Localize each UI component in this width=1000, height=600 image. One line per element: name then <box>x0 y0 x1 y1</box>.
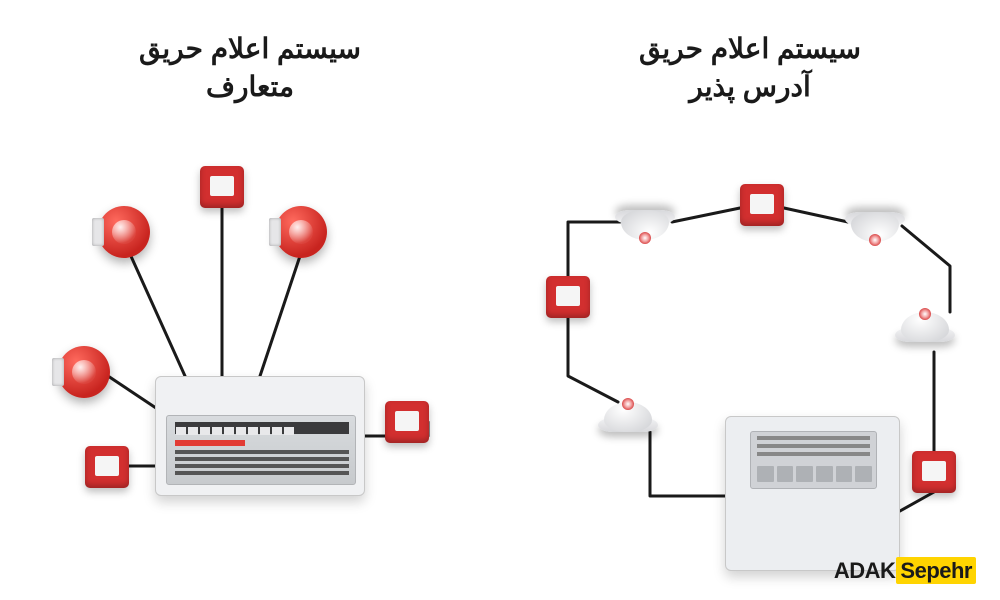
sounder-device <box>58 346 110 398</box>
call-point-device <box>85 446 129 488</box>
addressable-title: سیستم اعلام حریق آدرس پذیر <box>500 0 1000 106</box>
call-point-device <box>546 276 590 318</box>
smoke-detector-device <box>895 306 955 356</box>
conventional-panel <box>155 376 365 496</box>
conventional-title-line2: متعارف <box>0 68 500 106</box>
addressable-diagram <box>500 116 1000 546</box>
call-point-device <box>740 184 784 226</box>
addressable-title-line2: آدرس پذیر <box>500 68 1000 106</box>
addressable-title-line1: سیستم اعلام حریق <box>500 30 1000 68</box>
sounder-device <box>98 206 150 258</box>
addressable-panel <box>725 416 900 571</box>
logo-part1: ADAK <box>834 558 896 583</box>
conventional-diagram <box>0 116 500 546</box>
smoke-detector-device <box>615 196 675 246</box>
conventional-title: سیستم اعلام حریق متعارف <box>0 0 500 106</box>
call-point-device <box>200 166 244 208</box>
conventional-title-line1: سیستم اعلام حریق <box>0 30 500 68</box>
sounder-device <box>275 206 327 258</box>
brand-logo: ADAKSepehr <box>834 558 976 584</box>
call-point-device <box>912 451 956 493</box>
logo-part2: Sepehr <box>896 557 976 584</box>
conventional-system: سیستم اعلام حریق متعارف <box>0 0 500 600</box>
addressable-system: سیستم اعلام حریق آدرس پذیر <box>500 0 1000 600</box>
call-point-device <box>385 401 429 443</box>
smoke-detector-device <box>845 198 905 248</box>
smoke-detector-device <box>598 396 658 446</box>
